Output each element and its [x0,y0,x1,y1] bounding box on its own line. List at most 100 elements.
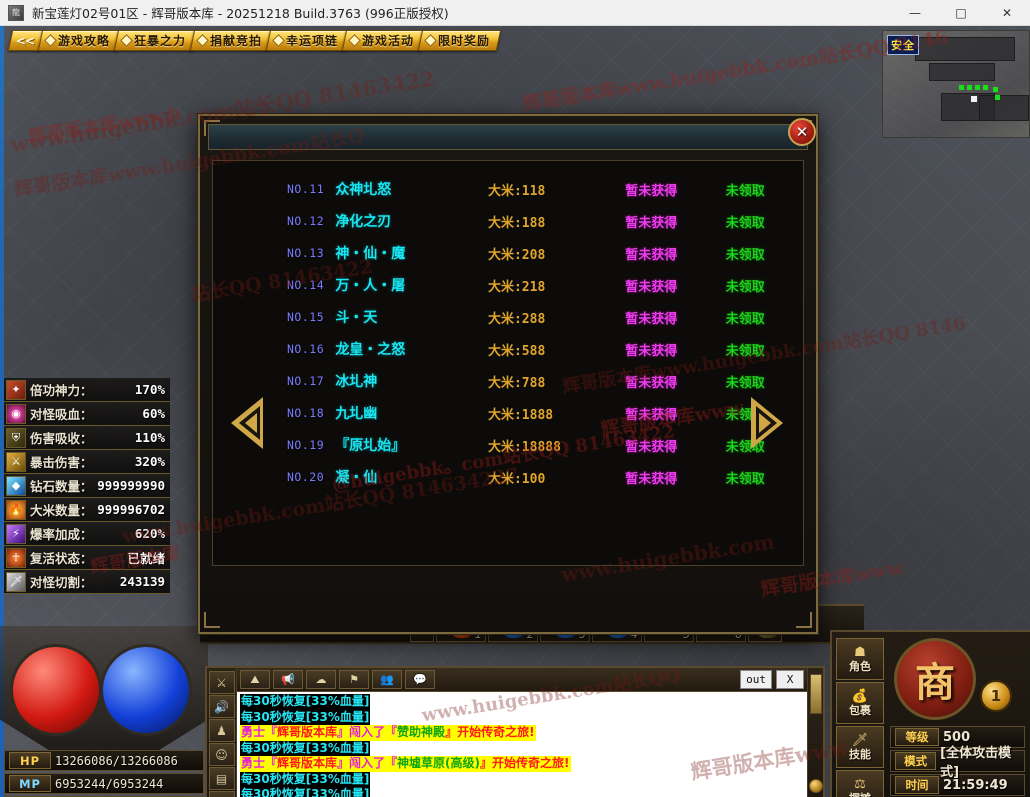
reward-claim[interactable]: 未领取 [726,276,803,295]
dialog-close-icon[interactable]: ✕ [788,118,816,146]
chat-line: 每30秒恢复[33%血量] [240,741,804,757]
chat-text: 每30秒恢复[33%血量] [240,772,370,788]
stall-button[interactable]: ⚖ 摆摊 [836,770,884,797]
reward-no: NO.11 [287,182,335,196]
stat-label: 暴击伤害： [30,452,93,471]
stat-value: 320% [135,454,165,469]
reward-name: 『原圠始』 [335,435,488,455]
dialog-content: NO.11 众神圠怒 大米:118 暂未获得 未领取 NO.12 净化之刃 大米… [212,160,804,566]
menu-label: 包裹 [849,704,871,717]
diamond-icon [348,34,361,47]
player-orbs-panel: HP 13266086/13266086 MP 6953244/6953244 … [0,626,208,797]
heart-icon[interactable]: ♥ [209,791,235,797]
menu-item-5[interactable]: 限时奖励 [418,30,501,51]
team-icon[interactable]: 👥 [372,670,402,689]
app-icon: 龍 [8,5,24,21]
close-button[interactable]: ✕ [984,0,1030,26]
chat-line: 每30秒恢复[33%血量] [240,787,804,797]
table-row[interactable]: NO.15 斗・天 大米:288 暂未获得 未领取 [213,301,803,333]
reward-claim[interactable]: 未领取 [726,244,803,263]
shop-emblem[interactable]: 商 [894,638,976,720]
reward-no: NO.13 [287,246,335,260]
menu-item-3[interactable]: 幸运项链 [266,30,349,51]
game-viewport[interactable]: << 游戏攻略 狂暴之力 捐献竞拍 幸运项链 游戏活动 [0,26,1030,797]
coin-badge[interactable]: 1 [980,680,1012,712]
reward-name: 众神圠怒 [335,179,488,199]
chat-line: 勇士『辉哥版本库』闯入了『神墟草原(高级)』开始传奇之旅! [240,756,804,772]
table-row[interactable]: NO.12 净化之刃 大米:188 暂未获得 未领取 [213,205,803,237]
bag-button[interactable]: 💰 包裹 [836,682,884,724]
scrollbar-thumb[interactable] [810,674,822,714]
dialog-titlebar [208,124,808,150]
reward-state: 暂未获得 [625,180,726,199]
chat-out-button[interactable]: out [740,670,772,689]
stat-row: ⚡ 爆率加成： 620% [4,522,170,546]
reward-cost: 大米:788 [488,372,625,391]
reward-claim[interactable]: 未领取 [726,180,803,199]
reward-claim[interactable]: 未领取 [726,372,803,391]
maximize-button[interactable]: □ [938,0,984,26]
reward-claim[interactable]: 未领取 [726,212,803,231]
table-row[interactable]: NO.18 九圠幽 大米:1888 暂未获得 未领取 [213,397,803,429]
reward-name: 万・人・屠 [335,275,488,295]
scrollbar-knob[interactable] [809,779,823,793]
reward-dialog[interactable]: ✕ NO.11 众神圠怒 大米:118 暂未获得 未领取 [198,114,818,634]
prev-page-arrow[interactable] [231,397,265,449]
skill-button[interactable]: 🗡 技能 [836,726,884,768]
menu-item-4[interactable]: 游戏活动 [342,30,425,51]
chat-suffix: 』开始传奇之旅! [480,756,569,770]
stat-value: 110% [135,430,165,445]
chat-player: 辉哥版本库 [277,725,337,739]
character-button[interactable]: ☗ 角色 [836,638,884,680]
reward-claim[interactable]: 未领取 [726,308,803,327]
table-row[interactable]: NO.16 龙皇・之怒 大米:588 暂未获得 未领取 [213,333,803,365]
scroll-icon: ✦ [6,380,26,400]
menu-item-1[interactable]: 狂暴之力 [114,30,197,51]
table-row[interactable]: NO.13 神・仙・魔 大米:208 暂未获得 未领取 [213,237,803,269]
next-page-arrow[interactable] [751,397,785,449]
chat-toolbar-right: out X [740,670,804,689]
mode-row[interactable]: 模式 [全体攻击模式] [890,750,1025,772]
minimap[interactable]: 安全 [882,30,1030,138]
chat-scrollbar[interactable] [807,668,823,797]
mountain-icon[interactable]: ⛰ [240,670,270,689]
chat-text: 每30秒恢复[33%血量] [240,787,370,797]
reward-claim[interactable]: 未领取 [726,340,803,359]
menu-item-label: 游戏活动 [362,32,414,49]
table-row[interactable]: NO.14 万・人・屠 大米:218 暂未获得 未领取 [213,269,803,301]
chat-mid: 』闯入了『 [337,756,397,770]
shout-icon[interactable]: 📢 [273,670,303,689]
chat-line: 每30秒恢复[33%血量] [240,772,804,788]
table-row[interactable]: NO.19 『原圠始』 大米:18888 暂未获得 未领取 [213,429,803,461]
blade-icon: 🗡 [6,572,26,592]
stat-row: ✦ 倍功神力： 170% [4,378,170,402]
table-row[interactable]: NO.17 冰圠神 大米:788 暂未获得 未领取 [213,365,803,397]
sound-icon[interactable]: 🔊 [209,695,235,718]
menu-item-2[interactable]: 捐献竞拍 [190,30,273,51]
swords-icon[interactable]: ⚔ [209,671,235,694]
menu-label: 角色 [849,660,871,673]
guild-icon[interactable]: ⚑ [339,670,369,689]
chat-prefix: 勇士『 [241,725,277,739]
chat-place: 赞助神殿 [397,725,445,739]
skill-icon: 🗡 [852,734,869,748]
hp-orb[interactable] [10,644,102,736]
chat-line: 每30秒恢复[33%血量] [240,694,804,710]
group-icon[interactable]: ♟ [209,719,235,742]
menu-item-0[interactable]: 游戏攻略 [38,30,121,51]
speech-icon[interactable]: 💬 [405,670,435,689]
reward-name: 冰圠神 [335,371,488,391]
face-icon[interactable]: ☺ [209,743,235,766]
time-label: 时间 [895,776,939,794]
table-row[interactable]: NO.11 众神圠怒 大米:118 暂未获得 未领取 [213,173,803,205]
table-row[interactable]: NO.20 凝・仙 大米:100 暂未获得 未领取 [213,461,803,493]
chat-window[interactable]: ⚔ 🔊 ♟ ☺ ▤ ♥ ✕ ⛰ 📢 ☁ ⚑ 👥 💬 out [205,666,825,797]
note-icon[interactable]: ▤ [209,767,235,790]
minimize-button[interactable]: — [892,0,938,26]
whisper-icon[interactable]: ☁ [306,670,336,689]
chat-close-button[interactable]: X [776,670,804,689]
corner-ornament [204,120,220,136]
mp-orb[interactable] [100,644,192,736]
reward-claim[interactable]: 未领取 [726,468,803,487]
mode-value: [全体攻击模式] [940,742,1024,780]
